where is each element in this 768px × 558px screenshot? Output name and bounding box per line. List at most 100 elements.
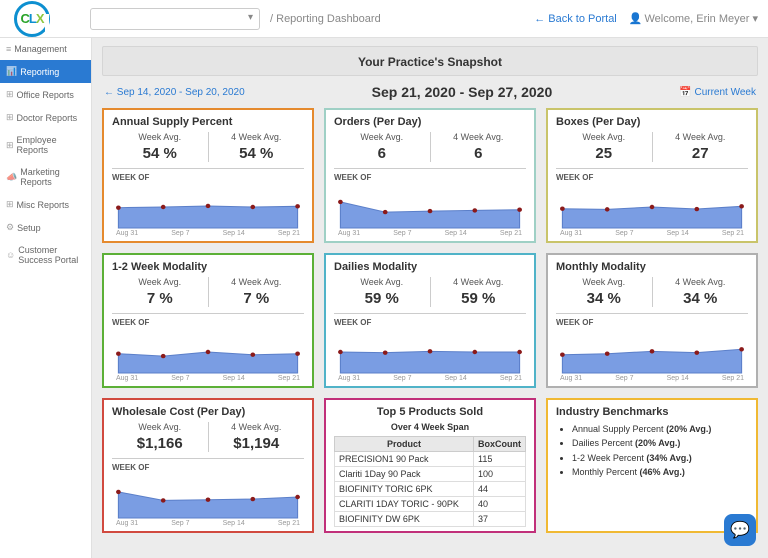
main-content: Your Practice's Snapshot ← Sep 14, 2020 … — [92, 38, 768, 558]
box-count: 44 — [474, 482, 526, 497]
breadcrumb: / Reporting Dashboard — [270, 13, 534, 25]
x-label: Aug 31 — [116, 375, 138, 382]
x-label: Sep 7 — [171, 230, 189, 237]
x-label: Aug 31 — [338, 375, 360, 382]
metric-card: Orders (Per Day)Week Avg.64 Week Avg.6WE… — [324, 108, 536, 243]
x-label: Sep 21 — [500, 375, 522, 382]
card-title: Top 5 Products Sold — [334, 406, 526, 418]
sidebar-item-label: Doctor Reports — [17, 113, 78, 123]
back-to-portal-link[interactable]: ← Back to Portal — [534, 13, 617, 25]
four-week-avg-value: 59 % — [431, 290, 527, 307]
stat-label: Week Avg. — [112, 422, 208, 432]
current-week-link[interactable]: 📅 Current Week — [679, 87, 756, 98]
week-avg-value: 7 % — [112, 290, 208, 307]
sidebar-item-office-reports[interactable]: ⊞Office Reports — [0, 83, 91, 106]
x-label: Sep 14 — [445, 375, 467, 382]
x-label: Sep 21 — [278, 520, 300, 527]
week-avg-value: $1,166 — [112, 435, 208, 452]
x-label: Sep 7 — [393, 375, 411, 382]
four-week-avg-value: 7 % — [209, 290, 305, 307]
week-of-label: WEEK OF — [556, 173, 748, 182]
benchmark-item: Dailies Percent (20% Avg.) — [572, 436, 748, 450]
x-label: Sep 7 — [615, 375, 633, 382]
sidebar-item-label: Customer Success Portal — [18, 245, 85, 265]
x-label: Aug 31 — [338, 230, 360, 237]
sidebar-icon: ≡ — [6, 44, 11, 54]
week-of-label: WEEK OF — [334, 318, 526, 327]
sidebar-item-management[interactable]: ≡Management — [0, 38, 91, 60]
stat-label: 4 Week Avg. — [653, 277, 749, 287]
x-label: Sep 14 — [223, 520, 245, 527]
week-avg-value: 6 — [334, 145, 430, 162]
metric-card: Annual Supply PercentWeek Avg.54 %4 Week… — [102, 108, 314, 243]
stat-label: 4 Week Avg. — [431, 132, 527, 142]
chat-fab[interactable]: 💬 — [724, 514, 756, 546]
week-avg-value: 25 — [556, 145, 652, 162]
benchmarks-card: Industry Benchmarks Annual Supply Percent… — [546, 398, 758, 533]
chart-x-labels: Aug 31Sep 7Sep 14Sep 21 — [334, 230, 526, 237]
chart-x-labels: Aug 31Sep 7Sep 14Sep 21 — [112, 230, 304, 237]
box-count: 37 — [474, 512, 526, 527]
sidebar-item-label: Employee Reports — [17, 135, 85, 155]
sidebar-icon: ⊞ — [6, 112, 14, 123]
stat-label: Week Avg. — [334, 132, 430, 142]
card-grid: Annual Supply PercentWeek Avg.54 %4 Week… — [102, 108, 758, 533]
chat-icon: 💬 — [730, 520, 750, 540]
box-count: 115 — [474, 452, 526, 467]
card-title: Dailies Modality — [334, 261, 526, 273]
benchmark-item: Annual Supply Percent (20% Avg.) — [572, 422, 748, 436]
chart-x-labels: Aug 31Sep 7Sep 14Sep 21 — [556, 375, 748, 382]
sidebar-item-customer-success-portal[interactable]: ☺Customer Success Portal — [0, 239, 91, 271]
sidebar-icon: 📊 — [6, 66, 17, 77]
snapshot-title: Your Practice's Snapshot — [102, 46, 758, 76]
metric-card: Monthly ModalityWeek Avg.34 %4 Week Avg.… — [546, 253, 758, 388]
sparkline-chart — [112, 474, 304, 520]
four-week-avg-value: 34 % — [653, 290, 749, 307]
product-name: BIOFINITY TORIC 6PK — [335, 482, 474, 497]
sidebar-item-misc-reports[interactable]: ⊞Misc Reports — [0, 193, 91, 216]
logo-wrap: CLX — [10, 1, 90, 37]
sidebar-item-setup[interactable]: ⚙Setup — [0, 216, 91, 239]
practice-select[interactable] — [90, 8, 260, 30]
card-title: Orders (Per Day) — [334, 116, 526, 128]
welcome-user[interactable]: 👤Welcome, Erin Meyer ▾ — [629, 12, 758, 25]
table-row: Clariti 1Day 90 Pack100 — [335, 467, 526, 482]
chart-x-labels: Aug 31 Sep 7 Sep 14 Sep 21 — [334, 375, 526, 382]
week-of-label: WEEK OF — [334, 173, 526, 182]
x-label: Sep 21 — [722, 375, 744, 382]
product-name: PRECISION1 90 Pack — [335, 452, 474, 467]
sidebar-item-label: Office Reports — [17, 90, 74, 100]
card-title: Wholesale Cost (Per Day) — [112, 406, 304, 418]
four-week-avg-value: 27 — [653, 145, 749, 162]
x-label: Sep 21 — [500, 230, 522, 237]
benchmark-item: Monthly Percent (46% Avg.) — [572, 465, 748, 479]
stat-label: Week Avg. — [112, 132, 208, 142]
sparkline-chart — [112, 184, 304, 230]
sidebar-item-doctor-reports[interactable]: ⊞Doctor Reports — [0, 106, 91, 129]
card-title: 1-2 Week Modality — [112, 261, 304, 273]
x-label: Sep 14 — [223, 375, 245, 382]
sidebar-item-employee-reports[interactable]: ⊞Employee Reports — [0, 129, 91, 161]
metric-card: 1-2 Week ModalityWeek Avg.7 %4 Week Avg.… — [102, 253, 314, 388]
card-title: Annual Supply Percent — [112, 116, 304, 128]
metric-card: Boxes (Per Day)Week Avg.254 Week Avg.27W… — [546, 108, 758, 243]
sidebar-item-label: Marketing Reports — [20, 167, 85, 187]
sidebar-item-marketing-reports[interactable]: 📣Marketing Reports — [0, 161, 91, 193]
card-title: Industry Benchmarks — [556, 406, 748, 418]
box-count: 100 — [474, 467, 526, 482]
product-name: BIOFINITY DW 6PK — [335, 512, 474, 527]
benchmark-item: 1-2 Week Percent (34% Avg.) — [572, 451, 748, 465]
table-row: CLARITI 1DAY TORIC - 90PK40 — [335, 497, 526, 512]
four-week-avg-value: 6 — [431, 145, 527, 162]
sparkline-chart — [556, 329, 748, 375]
table-row: BIOFINITY TORIC 6PK44 — [335, 482, 526, 497]
stat-label: 4 Week Avg. — [209, 132, 305, 142]
stat-label: Week Avg. — [556, 132, 652, 142]
product-name: Clariti 1Day 90 Pack — [335, 467, 474, 482]
x-label: Sep 14 — [667, 375, 689, 382]
table-header: BoxCount — [474, 437, 526, 452]
stat-label: Week Avg. — [112, 277, 208, 287]
prev-week-link[interactable]: ← Sep 14, 2020 - Sep 20, 2020 — [104, 87, 245, 98]
sidebar-item-reporting[interactable]: 📊Reporting — [0, 60, 91, 83]
clx-logo[interactable]: CLX — [14, 1, 50, 37]
